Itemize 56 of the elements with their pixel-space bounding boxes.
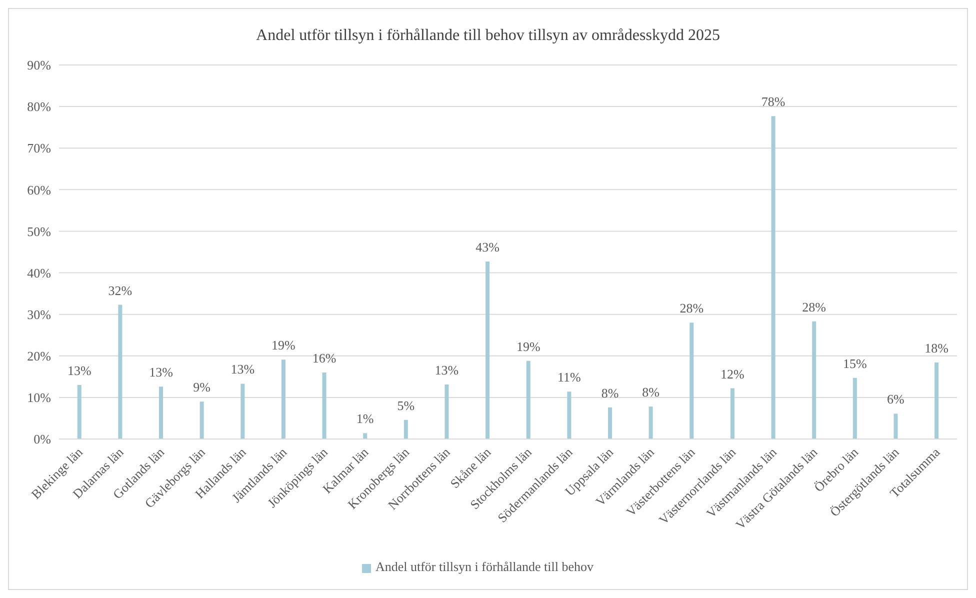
y-tick-label: 60% (27, 182, 52, 198)
data-label: 43% (476, 240, 500, 255)
bar (608, 407, 612, 439)
bar (486, 262, 490, 439)
bar (771, 116, 776, 439)
data-label: 19% (272, 338, 296, 353)
data-label: 32% (108, 282, 132, 298)
bar (894, 414, 898, 439)
bar (690, 322, 694, 439)
y-tick-label: 30% (27, 306, 52, 322)
data-label: 28% (680, 300, 704, 316)
y-tick-label: 70% (27, 140, 52, 156)
bar (444, 384, 449, 439)
bar (322, 372, 326, 439)
bar (526, 360, 530, 439)
bar (118, 304, 122, 439)
data-label: 13% (149, 364, 174, 380)
data-label: 18% (924, 340, 949, 356)
data-label: 13% (230, 362, 255, 377)
bar (77, 384, 82, 439)
y-tick-label: 10% (27, 390, 52, 406)
y-tick-label: 40% (27, 265, 52, 280)
data-label: 16% (312, 350, 336, 366)
data-label: 13% (67, 362, 92, 378)
data-label: 12% (720, 366, 745, 382)
bar (730, 388, 734, 439)
y-tick-label: 20% (27, 348, 52, 364)
data-label: 15% (842, 356, 867, 371)
data-label: 9% (193, 380, 211, 395)
bar (200, 402, 204, 439)
data-label: 19% (516, 338, 540, 354)
data-label: 5% (397, 398, 415, 413)
bar (240, 384, 245, 439)
data-label: 1% (356, 411, 374, 426)
legend-label: Andel utför tillsyn i förhållande till behov (375, 559, 594, 574)
bar (567, 392, 572, 439)
data-label: 8% (642, 384, 660, 400)
data-label: 78% (761, 94, 786, 110)
y-tick-label: 0% (34, 432, 52, 447)
bar (281, 360, 286, 439)
chart-title: Andel utför tillsyn i förhållande till behov tillsyn av områdesskydd 2025 (255, 27, 721, 45)
y-tick-label: 90% (27, 58, 52, 73)
data-label: 28% (802, 299, 826, 314)
bar (648, 406, 653, 439)
bar (404, 420, 408, 439)
data-label: 8% (601, 385, 619, 400)
data-label: 11% (558, 370, 582, 385)
y-tick-label: 50% (27, 224, 52, 239)
bar (159, 386, 164, 439)
bar (934, 362, 939, 439)
y-tick-label: 80% (27, 99, 52, 114)
bar (852, 378, 857, 439)
bar (812, 321, 816, 439)
bar (363, 433, 368, 439)
data-label: 6% (887, 392, 905, 407)
data-label: 13% (434, 362, 459, 378)
